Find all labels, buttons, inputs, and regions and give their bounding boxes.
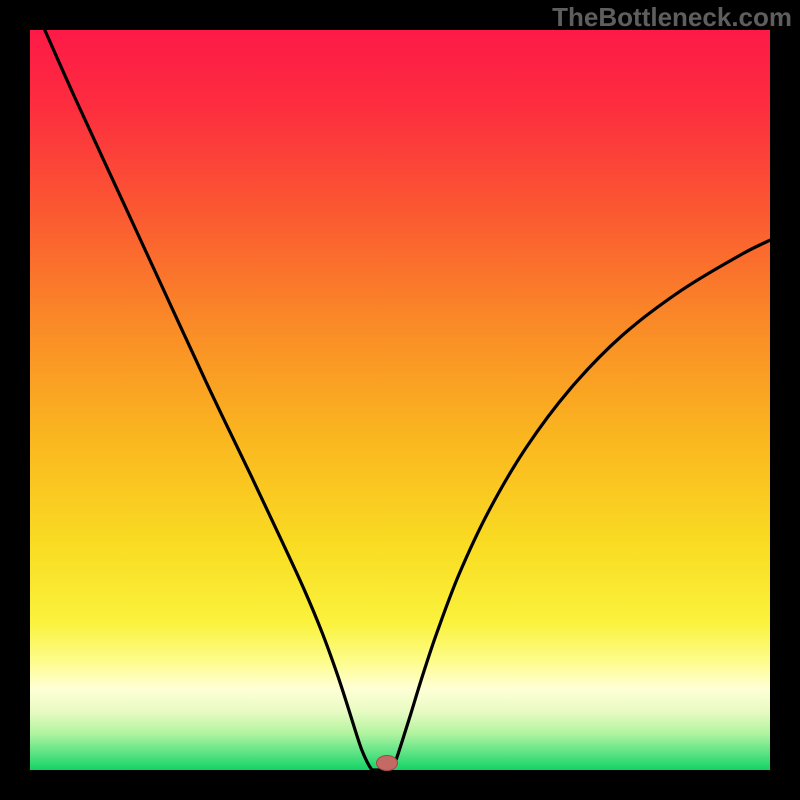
bottleneck-marker-dot (376, 755, 398, 771)
chart-root: TheBottleneck.com (0, 0, 800, 800)
bottleneck-curve (30, 30, 770, 770)
plot-frame (30, 30, 770, 770)
watermark-text: TheBottleneck.com (552, 2, 792, 33)
curve-path (45, 30, 770, 770)
